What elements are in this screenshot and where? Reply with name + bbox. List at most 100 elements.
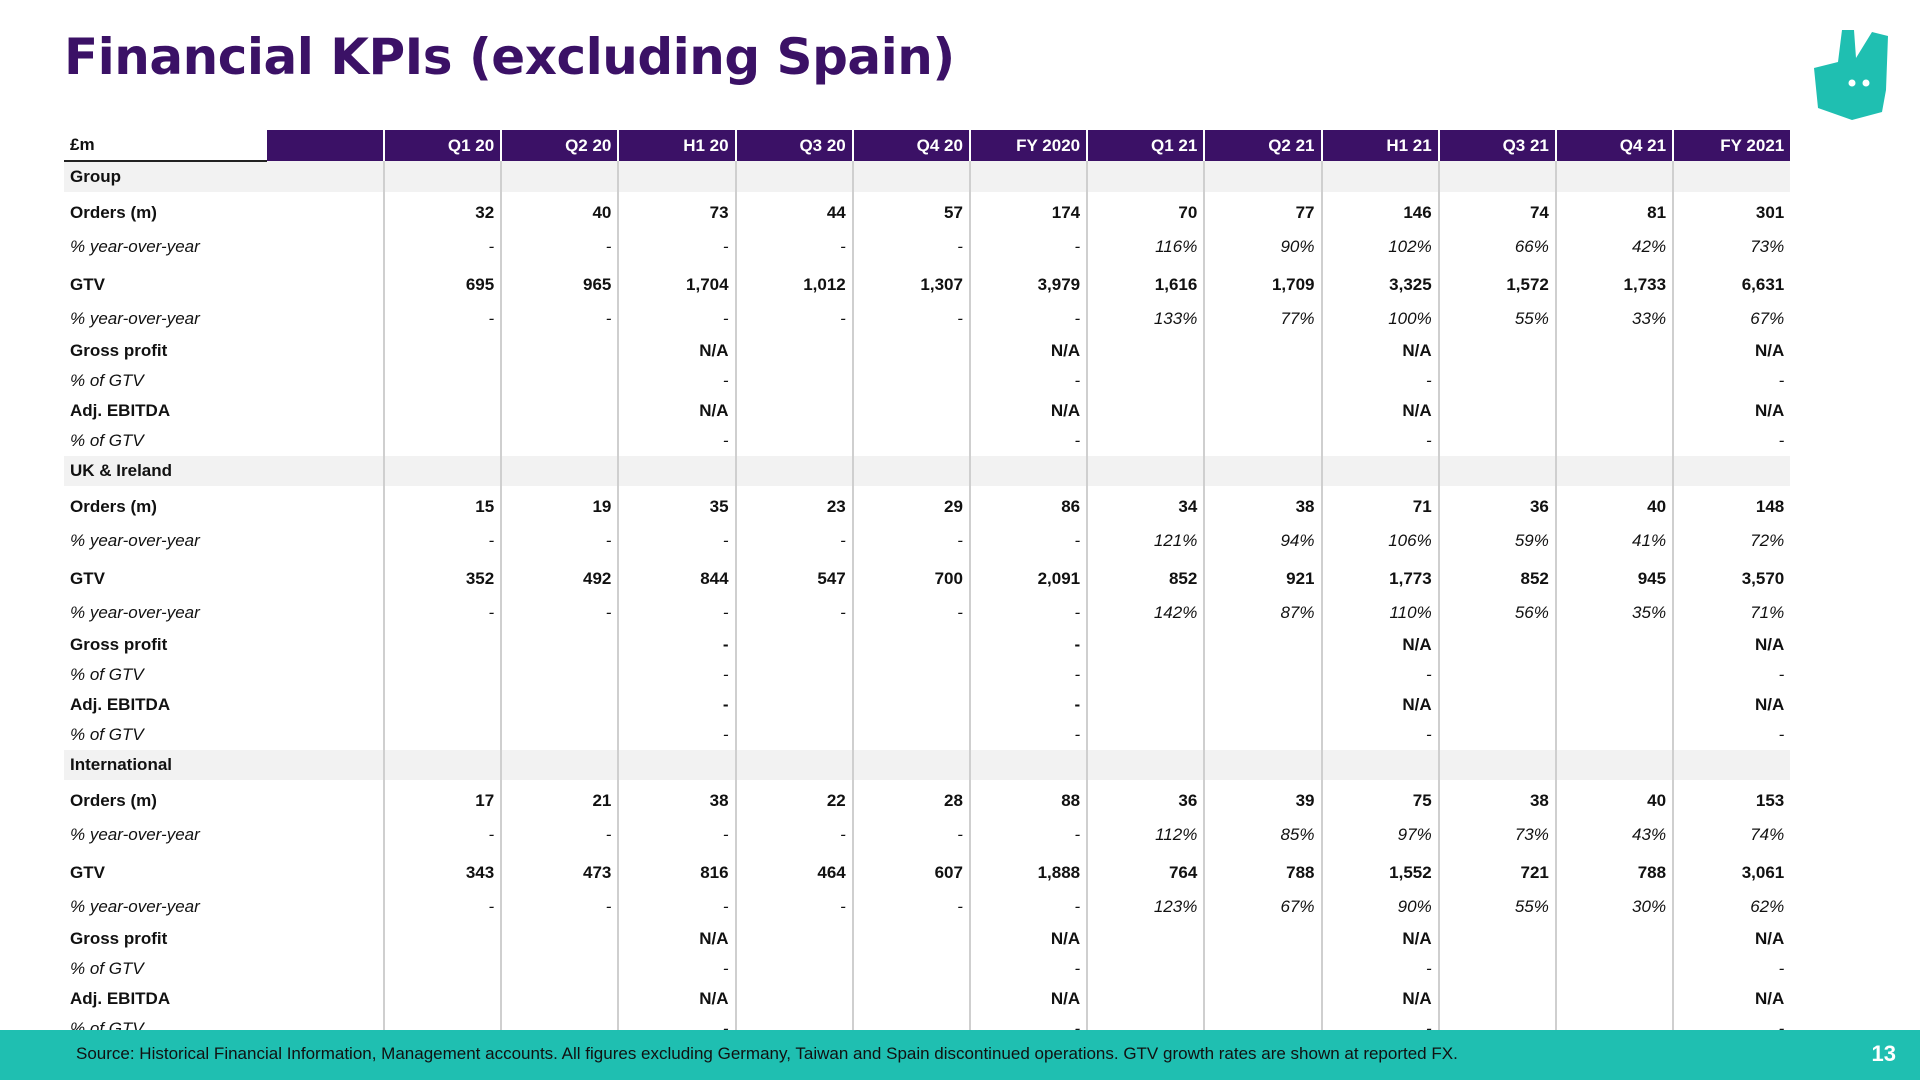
table-cell	[1554, 924, 1674, 954]
table-cell: 1,307	[851, 264, 970, 302]
table-cell: -	[968, 524, 1088, 558]
blank-cell	[267, 524, 384, 558]
row-label: Adj. EBITDA	[70, 695, 171, 714]
table-cell	[500, 750, 619, 780]
table-cell: 112%	[1086, 818, 1205, 852]
table-cell: 71	[1320, 486, 1439, 524]
table-cell: 44	[734, 192, 853, 230]
row-label: % of GTV	[70, 665, 144, 684]
table-cell	[851, 161, 970, 192]
table-cell: 3,061	[1672, 852, 1791, 890]
table-cell: N/A	[617, 924, 736, 954]
table-cell	[382, 396, 502, 426]
table-cell: 72%	[1672, 524, 1791, 558]
table-cell: 116%	[1086, 230, 1205, 264]
table-cell: -	[968, 302, 1088, 336]
table-cell	[1437, 396, 1556, 426]
table-cell	[851, 630, 970, 660]
table-cell: -	[500, 818, 619, 852]
table-cell: 121%	[1086, 524, 1205, 558]
table-cell: N/A	[617, 336, 736, 366]
table-cell: 42%	[1554, 230, 1674, 264]
table-cell: -	[851, 818, 970, 852]
table-cell: 59%	[1437, 524, 1556, 558]
table-cell: 6,631	[1672, 264, 1791, 302]
table-cell: 40	[1554, 780, 1674, 818]
table-cell	[734, 954, 853, 984]
table-cell: N/A	[968, 336, 1088, 366]
table-row: % of GTV - - - -	[64, 426, 1791, 456]
table-cell: N/A	[1672, 690, 1791, 720]
blank-cell	[267, 890, 384, 924]
table-cell: -	[382, 818, 502, 852]
table-cell	[382, 720, 502, 750]
table-cell: 492	[500, 558, 619, 596]
blank-cell	[267, 230, 384, 264]
table-cell: 852	[1437, 558, 1556, 596]
row-label: GTV	[70, 275, 105, 294]
table-row: Orders (m) 15 19 35 23 29 86 34 38 71 36 40 148	[64, 486, 1791, 524]
table-cell: 148	[1672, 486, 1791, 524]
row-label: GTV	[70, 569, 105, 588]
table-cell: 28	[851, 780, 970, 818]
blank-cell	[267, 630, 384, 660]
table-cell	[1086, 954, 1205, 984]
table-row: Gross profit N/A N/A N/A N/A	[64, 924, 1791, 954]
table-cell: 19	[500, 486, 619, 524]
table-cell	[734, 161, 853, 192]
table-cell	[500, 720, 619, 750]
table-cell	[1437, 720, 1556, 750]
table-cell	[1203, 630, 1322, 660]
table-cell: 3,979	[968, 264, 1088, 302]
table-cell	[851, 426, 970, 456]
blank-cell	[267, 161, 384, 192]
table-cell	[1203, 366, 1322, 396]
table-cell: -	[617, 890, 736, 924]
table-cell	[851, 720, 970, 750]
row-label: % of GTV	[70, 725, 144, 744]
blank-cell	[267, 924, 384, 954]
table-cell	[1203, 161, 1322, 192]
table-cell	[1203, 426, 1322, 456]
table-cell	[734, 336, 853, 366]
table-cell	[851, 366, 970, 396]
table-cell: N/A	[1672, 396, 1791, 426]
column-header: Q1 21	[1086, 130, 1205, 161]
table-cell: 21	[500, 780, 619, 818]
table-cell: -	[968, 596, 1088, 630]
table-cell: 71%	[1672, 596, 1791, 630]
table-cell: 921	[1203, 558, 1322, 596]
column-header: Q4 20	[851, 130, 970, 161]
table-cell	[1086, 456, 1205, 486]
table-cell: N/A	[1672, 984, 1791, 1014]
table-cell: 40	[500, 192, 619, 230]
table-cell: 464	[734, 852, 853, 890]
row-label: Orders (m)	[70, 791, 157, 810]
table-cell: -	[617, 366, 736, 396]
table-cell: 33%	[1554, 302, 1674, 336]
blank-cell	[267, 852, 384, 890]
table-cell: N/A	[968, 984, 1088, 1014]
table-cell	[1437, 750, 1556, 780]
table-cell: N/A	[1672, 630, 1791, 660]
blank-cell	[267, 426, 384, 456]
table-cell: 77%	[1203, 302, 1322, 336]
footer-bar: Source: Historical Financial Information…	[0, 1030, 1920, 1080]
row-label: % of GTV	[70, 371, 144, 390]
table-cell: 721	[1437, 852, 1556, 890]
table-row: % of GTV - - - -	[64, 366, 1791, 396]
table-cell: 22	[734, 780, 853, 818]
table-cell: 73	[617, 192, 736, 230]
table-cell: 73%	[1437, 818, 1556, 852]
table-cell: -	[382, 890, 502, 924]
table-cell: 41%	[1554, 524, 1674, 558]
row-label: GTV	[70, 863, 105, 882]
table-cell	[1554, 161, 1674, 192]
table-cell	[382, 630, 502, 660]
table-cell	[851, 924, 970, 954]
table-cell: 100%	[1320, 302, 1439, 336]
table-cell	[851, 456, 970, 486]
table-cell: 36	[1437, 486, 1556, 524]
table-cell: -	[968, 690, 1088, 720]
table-cell: 301	[1672, 192, 1791, 230]
